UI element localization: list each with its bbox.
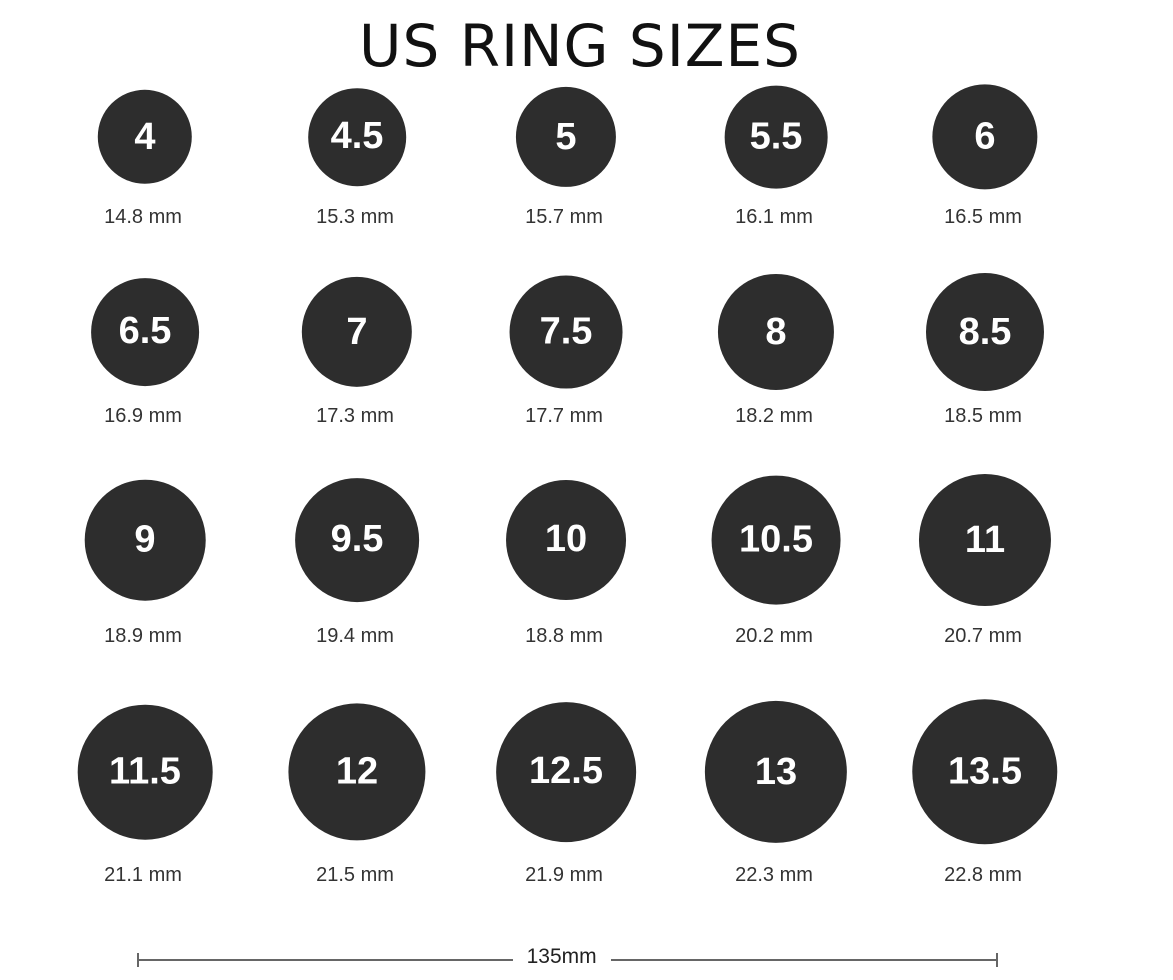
ring-size-circle: 13.5 bbox=[912, 699, 1058, 845]
ring-size-circle: 10.5 bbox=[711, 475, 841, 605]
ring-diameter-label: 16.9 mm bbox=[104, 405, 182, 427]
scale-bar-start-tick bbox=[137, 953, 139, 967]
ring-diameter-label: 18.2 mm bbox=[735, 405, 813, 427]
ring-size-circle: 12 bbox=[288, 703, 426, 841]
ring-size-circle: 6 bbox=[932, 84, 1038, 190]
ring-size-circle: 6.5 bbox=[91, 278, 199, 386]
ring-diameter-label: 20.2 mm bbox=[735, 625, 813, 647]
ring-diameter-label: 22.8 mm bbox=[944, 864, 1022, 886]
ring-size-circle: 4 bbox=[97, 89, 193, 185]
ring-size-circle: 9 bbox=[84, 479, 206, 601]
ring-diameter-label: 21.5 mm bbox=[316, 864, 394, 886]
ring-size-circle: 11 bbox=[918, 473, 1052, 607]
ring-size-circle: 11.5 bbox=[77, 704, 213, 840]
ring-diameter-label: 14.8 mm bbox=[104, 206, 182, 228]
ring-diameter-label: 18.5 mm bbox=[944, 405, 1022, 427]
ring-size-circle: 5.5 bbox=[724, 85, 828, 189]
ring-diameter-label: 16.5 mm bbox=[944, 206, 1022, 228]
ring-size-circle: 7 bbox=[301, 276, 413, 388]
ring-size-circle: 8.5 bbox=[925, 272, 1045, 392]
ring-diameter-label: 20.7 mm bbox=[944, 625, 1022, 647]
ring-diameter-label: 18.9 mm bbox=[104, 625, 182, 647]
ring-diameter-label: 17.7 mm bbox=[525, 405, 603, 427]
ring-size-circle: 10 bbox=[506, 480, 626, 600]
scale-bar-label: 135mm bbox=[512, 945, 611, 969]
ring-size-circle: 7.5 bbox=[509, 275, 623, 389]
ring-diameter-label: 16.1 mm bbox=[735, 206, 813, 228]
ring-diameter-label: 15.3 mm bbox=[316, 206, 394, 228]
ring-size-circle: 12.5 bbox=[496, 702, 636, 842]
ring-diameter-label: 15.7 mm bbox=[525, 206, 603, 228]
ring-size-circle: 8 bbox=[717, 273, 835, 391]
ring-size-circle: 5 bbox=[515, 86, 617, 188]
ring-diameter-label: 18.8 mm bbox=[525, 625, 603, 647]
ring-diameter-label: 21.1 mm bbox=[104, 864, 182, 886]
ring-diameter-label: 17.3 mm bbox=[316, 405, 394, 427]
ring-diameter-label: 19.4 mm bbox=[316, 625, 394, 647]
chart-title: US RING SIZES bbox=[359, 12, 801, 80]
ring-diameter-label: 21.9 mm bbox=[525, 864, 603, 886]
ring-diameter-label: 22.3 mm bbox=[735, 864, 813, 886]
scale-bar-end-tick bbox=[996, 953, 999, 967]
ring-size-circle: 4.5 bbox=[308, 88, 406, 186]
ring-size-circle: 9.5 bbox=[295, 478, 419, 602]
ring-size-circle: 13 bbox=[704, 700, 848, 844]
